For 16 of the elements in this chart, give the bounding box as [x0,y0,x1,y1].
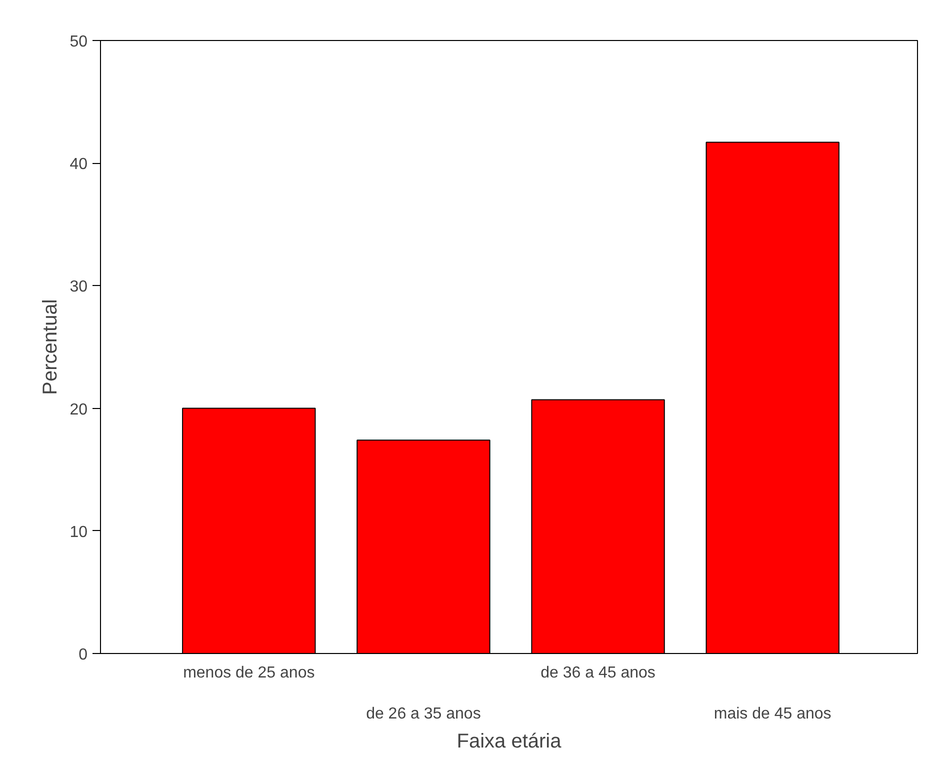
bar [706,142,840,654]
y-tick-label: 10 [70,524,88,541]
bar [356,440,490,654]
x-tick-label: de 36 a 45 anos [540,664,656,682]
y-tick-label: 30 [70,278,88,296]
y-tick-label: 50 [70,34,88,50]
y-tick-label: 0 [78,646,88,664]
bar [182,408,316,654]
x-tick-label: mais de 45 anos [714,705,832,722]
x-axis-title: Faixa etária [456,730,562,752]
x-tick-label: menos de 25 anos [183,664,315,682]
bar [531,399,665,654]
x-tick-label: de 26 a 35 anos [366,705,481,722]
y-tick-label: 40 [70,156,88,174]
y-tick-label: 20 [70,401,88,418]
y-axis-title: Percentual [40,299,62,395]
